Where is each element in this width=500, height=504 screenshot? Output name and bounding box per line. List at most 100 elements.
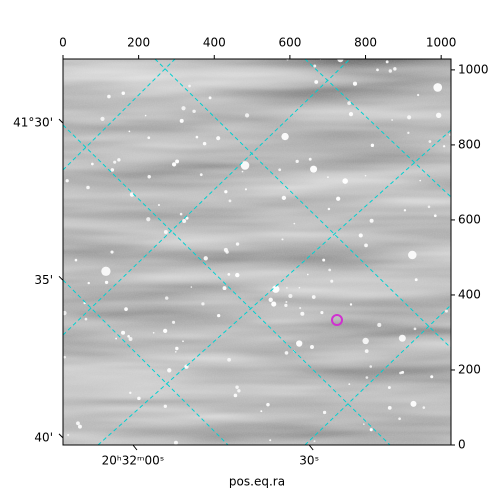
x-tick-label: 600 <box>278 36 301 50</box>
star <box>327 207 331 211</box>
ra-tick <box>308 444 314 451</box>
star <box>199 173 203 177</box>
star <box>403 209 407 212</box>
x-tick-label: 0 <box>59 36 67 50</box>
star <box>433 83 443 92</box>
star <box>74 258 78 262</box>
star <box>201 302 205 306</box>
star <box>444 309 448 313</box>
star <box>163 230 168 234</box>
star <box>398 334 406 342</box>
star <box>127 335 130 338</box>
star <box>271 301 277 307</box>
star <box>175 159 180 164</box>
star <box>185 216 189 220</box>
star <box>327 176 329 178</box>
star <box>227 357 231 362</box>
star <box>370 143 375 148</box>
star <box>284 303 288 308</box>
dec-tick <box>58 118 64 124</box>
star <box>364 243 368 248</box>
star <box>172 320 176 324</box>
star <box>428 140 432 143</box>
stars <box>63 59 451 445</box>
star <box>391 119 393 121</box>
star <box>296 340 303 347</box>
star <box>314 80 319 84</box>
star <box>388 69 393 73</box>
star <box>192 109 196 114</box>
y-tick-label: 800 <box>458 137 481 151</box>
star <box>410 400 417 407</box>
target-marker <box>331 314 343 326</box>
star <box>128 337 133 341</box>
dec-tick-label: 41°30' <box>13 116 53 130</box>
star <box>128 130 131 133</box>
star <box>244 113 250 118</box>
star <box>288 293 293 299</box>
star <box>408 250 417 260</box>
star <box>124 307 128 311</box>
star <box>328 268 332 272</box>
star <box>337 59 344 63</box>
star <box>157 203 161 207</box>
star <box>91 162 94 166</box>
dec-tick <box>58 275 64 281</box>
star <box>216 136 221 141</box>
star <box>308 157 312 161</box>
star <box>235 385 239 390</box>
star <box>137 396 141 401</box>
star <box>398 417 401 421</box>
star <box>182 340 184 343</box>
star <box>117 158 121 162</box>
y-tick-label: 0 <box>458 438 466 452</box>
star <box>376 68 379 72</box>
y-tick-label: 600 <box>458 212 481 226</box>
star <box>298 286 301 289</box>
star <box>179 212 183 216</box>
star <box>171 162 177 167</box>
star <box>299 306 302 310</box>
star <box>407 115 412 120</box>
star <box>349 303 353 306</box>
star <box>293 222 296 225</box>
x-tick-label: 800 <box>354 36 377 50</box>
star <box>352 81 358 86</box>
star <box>310 345 314 349</box>
star <box>313 64 317 68</box>
star <box>241 170 244 173</box>
star <box>144 114 147 117</box>
star <box>435 112 442 118</box>
star <box>163 404 167 408</box>
star <box>63 355 66 359</box>
star <box>336 196 341 201</box>
star <box>414 278 418 282</box>
star <box>281 132 289 141</box>
y-tick-label: 1000 <box>458 62 489 76</box>
star <box>228 199 232 203</box>
star <box>393 67 397 71</box>
frame <box>62 58 452 446</box>
star <box>76 421 80 426</box>
star <box>146 217 151 222</box>
star <box>348 112 354 117</box>
ra-tick-label: 30ˢ <box>299 454 319 468</box>
star <box>121 330 126 335</box>
star <box>300 311 305 316</box>
star <box>419 179 422 182</box>
star <box>208 96 212 100</box>
star <box>167 368 172 373</box>
star <box>281 238 284 241</box>
star <box>362 337 369 345</box>
star <box>223 247 228 252</box>
ra-tick <box>132 444 138 451</box>
star <box>363 423 365 425</box>
star <box>182 218 187 223</box>
star <box>121 91 126 96</box>
star <box>107 94 111 99</box>
star <box>86 185 90 190</box>
star <box>387 406 392 410</box>
y-tick-label: 200 <box>458 362 481 376</box>
star <box>387 386 391 390</box>
star <box>174 351 177 353</box>
